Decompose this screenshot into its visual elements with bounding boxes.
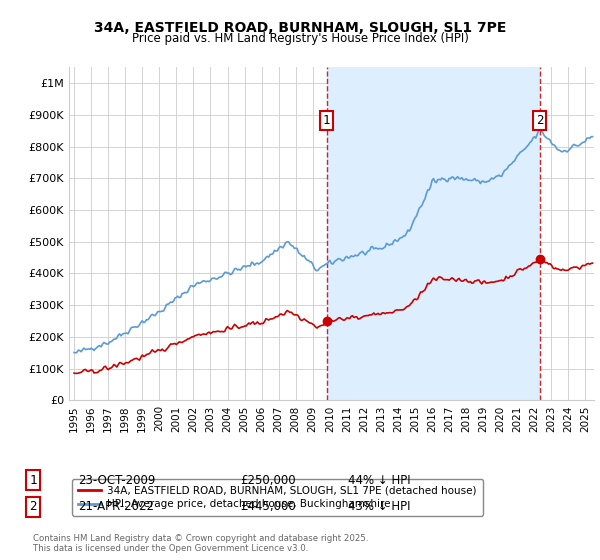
Bar bbox=[326, 67, 539, 400]
Text: 23-OCT-2009: 23-OCT-2009 bbox=[78, 474, 155, 487]
Text: 2: 2 bbox=[29, 500, 37, 514]
Text: 1: 1 bbox=[323, 114, 331, 127]
Text: 34A, EASTFIELD ROAD, BURNHAM, SLOUGH, SL1 7PE: 34A, EASTFIELD ROAD, BURNHAM, SLOUGH, SL… bbox=[94, 21, 506, 35]
Text: £445,000: £445,000 bbox=[240, 500, 296, 514]
Text: 44% ↓ HPI: 44% ↓ HPI bbox=[348, 474, 410, 487]
Text: 2: 2 bbox=[536, 114, 544, 127]
Text: Price paid vs. HM Land Registry's House Price Index (HPI): Price paid vs. HM Land Registry's House … bbox=[131, 32, 469, 45]
Text: 21-APR-2022: 21-APR-2022 bbox=[78, 500, 154, 514]
Text: £250,000: £250,000 bbox=[240, 474, 296, 487]
Text: Contains HM Land Registry data © Crown copyright and database right 2025.
This d: Contains HM Land Registry data © Crown c… bbox=[33, 534, 368, 553]
Legend: 34A, EASTFIELD ROAD, BURNHAM, SLOUGH, SL1 7PE (detached house), HPI: Average pri: 34A, EASTFIELD ROAD, BURNHAM, SLOUGH, SL… bbox=[71, 479, 483, 516]
Text: 1: 1 bbox=[29, 474, 37, 487]
Text: 43% ↓ HPI: 43% ↓ HPI bbox=[348, 500, 410, 514]
